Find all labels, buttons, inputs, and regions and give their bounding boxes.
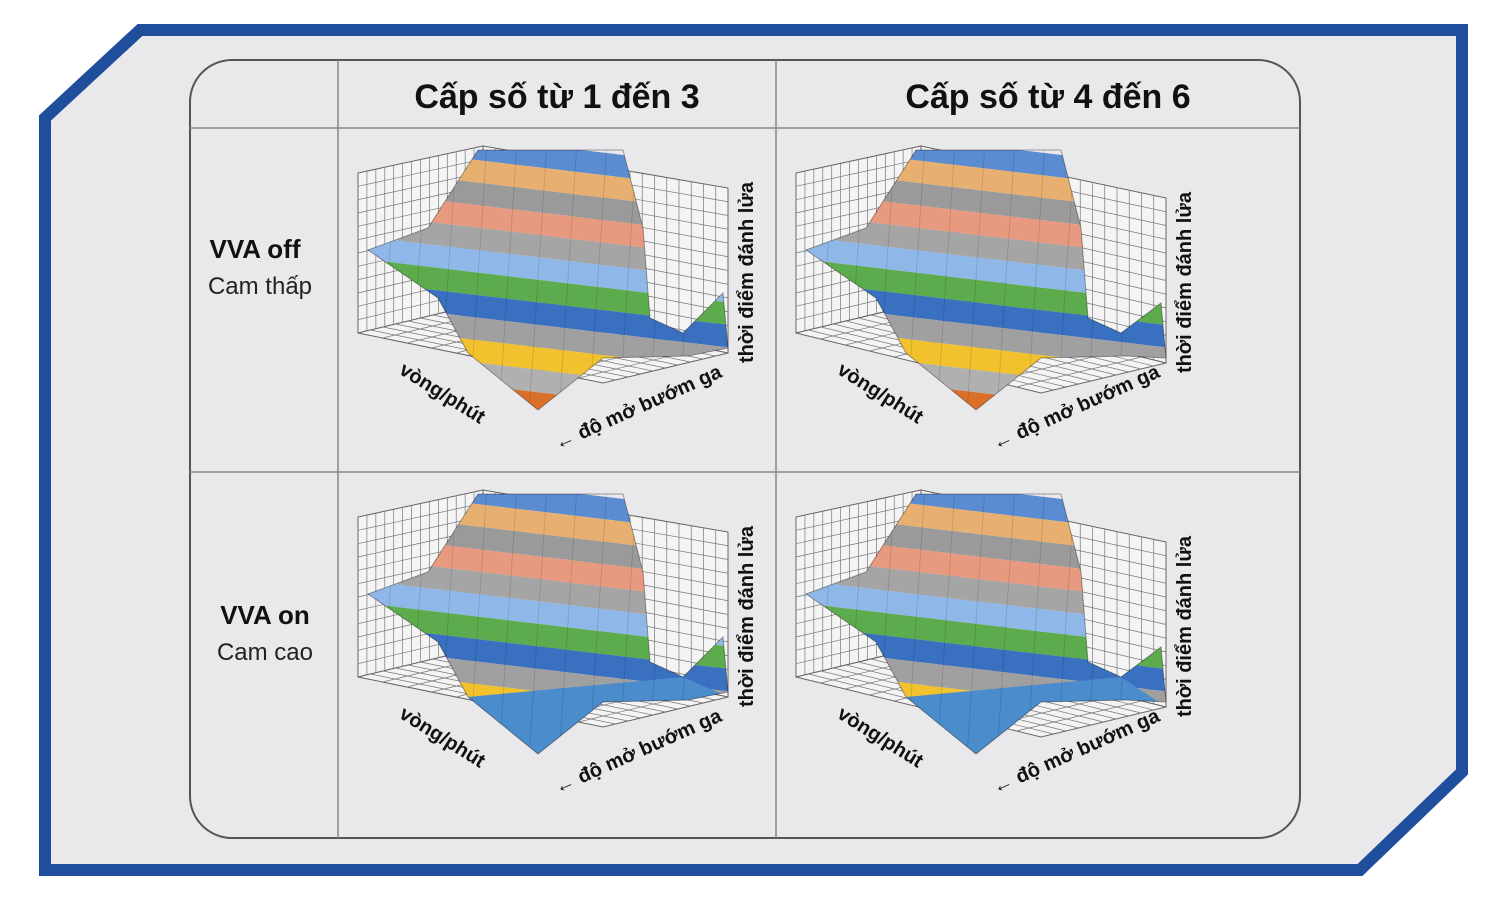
surface-mesh xyxy=(935,494,957,754)
surface-band xyxy=(368,622,728,695)
axis-label: thời điểm đánh lửa xyxy=(736,181,758,363)
surface-mesh xyxy=(497,150,519,410)
axis-label: thời điểm đánh lửa xyxy=(1174,535,1196,717)
grid-line xyxy=(1016,700,1142,732)
grid-line xyxy=(795,158,922,187)
surface-mesh xyxy=(965,150,987,410)
surface-outline xyxy=(366,493,729,755)
surface-mesh xyxy=(557,494,579,754)
surface-outline xyxy=(366,149,729,411)
axis-label: thời điểm đánh lửa xyxy=(1174,191,1196,373)
column-header: Cấp số từ 1 đến 3 xyxy=(414,78,699,116)
surface-outline xyxy=(804,493,1167,755)
surface-outline xyxy=(804,149,1167,411)
surface-band xyxy=(806,622,1166,695)
grid-line xyxy=(795,502,922,531)
grid-line xyxy=(1016,356,1142,388)
row-title: VVA on xyxy=(220,600,310,630)
surface-mesh xyxy=(527,150,549,410)
surface-mesh xyxy=(935,150,957,410)
surface-band xyxy=(806,278,1166,351)
surface-mesh xyxy=(995,150,1017,410)
row-subtitle: Cam thấp xyxy=(208,273,312,300)
surface-mesh xyxy=(497,494,519,754)
surface-mesh xyxy=(965,494,987,754)
surface-mesh xyxy=(995,494,1017,754)
column-header: Cấp số từ 4 đến 6 xyxy=(905,78,1190,116)
row-title: VVA off xyxy=(210,234,301,264)
grid-line xyxy=(357,502,484,531)
grid-line xyxy=(357,158,484,187)
row-subtitle: Cam cao xyxy=(217,639,313,666)
surface-band xyxy=(368,278,728,351)
surface-mesh xyxy=(527,494,549,754)
axis-label: thời điểm đánh lửa xyxy=(736,525,758,707)
surface-mesh xyxy=(557,150,579,410)
